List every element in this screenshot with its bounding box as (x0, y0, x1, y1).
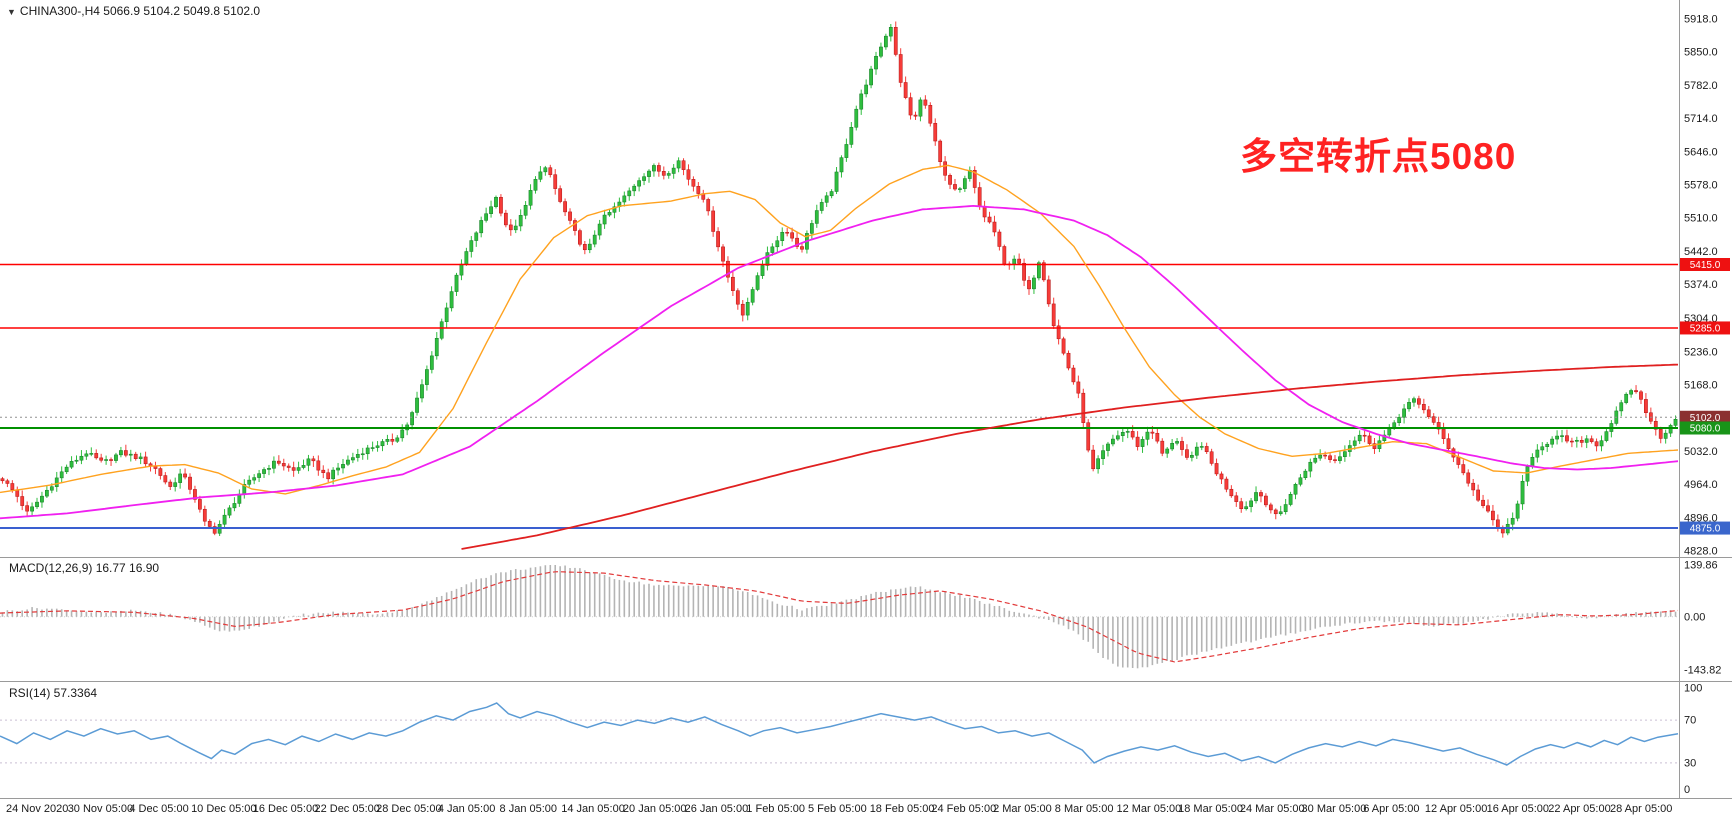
time-axis-label: 28 Apr 05:00 (1610, 803, 1672, 815)
price-tick-label: 5850.0 (1684, 47, 1718, 59)
price-line-label: 5102.0 (1690, 413, 1721, 424)
price-line-label-box (1680, 521, 1730, 535)
macd-signal-line (0, 571, 1679, 663)
symbol-ohlc-readout: ▼ CHINA300-,H4 5066.9 5104.2 5049.8 5102.… (7, 4, 260, 19)
time-axis-label: 22 Apr 05:00 (1548, 803, 1610, 815)
macd-scale-label: -143.82 (1684, 665, 1721, 677)
price-line-label: 4875.0 (1690, 524, 1721, 535)
time-axis-label: 12 Mar 05:00 (1116, 803, 1181, 815)
time-axis-label: 18 Feb 05:00 (870, 803, 935, 815)
rsi-scale-label: 100 (1684, 683, 1702, 695)
symbol-ohlc-text: CHINA300-,H4 5066.9 5104.2 5049.8 5102.0 (19, 4, 261, 18)
rsi-line (0, 702, 1679, 766)
time-axis-label: 28 Dec 05:00 (376, 803, 441, 815)
time-axis-label: 22 Dec 05:00 (314, 803, 379, 815)
price-tick-label: 5510.0 (1684, 213, 1718, 225)
time-axis-label: 8 Jan 05:00 (500, 803, 558, 815)
time-axis-label: 1 Feb 05:00 (746, 803, 805, 815)
price-line-label: 5285.0 (1690, 323, 1721, 334)
macd-scale-label: 139.86 (1684, 560, 1718, 572)
ma-slow-red (461, 363, 1679, 550)
time-axis-label: 30 Nov 05:00 (68, 803, 133, 815)
macd-indicator-label: MACD(12,26,9) 16.77 16.90 (9, 561, 160, 575)
time-axis-label: 5 Feb 05:00 (808, 803, 867, 815)
price-tick-label: 5032.0 (1684, 446, 1718, 458)
time-axis-label: 24 Mar 05:00 (1240, 803, 1305, 815)
time-axis-label: 30 Mar 05:00 (1302, 803, 1367, 815)
collapse-arrow-icon[interactable]: ▼ (7, 7, 16, 17)
price-tick-label: 5374.0 (1684, 279, 1718, 291)
time-axis-label: 14 Jan 05:00 (561, 803, 625, 815)
price-line-label-box (1680, 321, 1730, 335)
time-axis-label: 24 Nov 2020 (6, 803, 68, 815)
price-tick-label: 5918.0 (1684, 14, 1718, 26)
time-axis-label: 10 Dec 05:00 (191, 803, 256, 815)
rsi-indicator-label: RSI(14) 57.3364 (9, 686, 98, 700)
time-axis-label: 8 Mar 05:00 (1055, 803, 1114, 815)
price-line-label-box (1680, 410, 1730, 424)
price-line-label-box (1680, 421, 1730, 435)
price-tick-label: 5442.0 (1684, 246, 1718, 258)
price-line-label: 5415.0 (1690, 260, 1721, 271)
ma-mid-magenta (0, 204, 1679, 520)
time-axis-label: 16 Apr 05:00 (1487, 803, 1549, 815)
rsi-scale-label: 0 (1684, 784, 1690, 796)
time-axis-label: 20 Jan 05:00 (623, 803, 687, 815)
time-axis-label: 4 Dec 05:00 (129, 803, 188, 815)
price-tick-label: 5646.0 (1684, 146, 1718, 158)
time-axis-label: 12 Apr 05:00 (1425, 803, 1487, 815)
price-tick-label: 4964.0 (1684, 479, 1718, 491)
time-axis-label: 6 Apr 05:00 (1363, 803, 1419, 815)
time-axis-label: 2 Mar 05:00 (993, 803, 1052, 815)
time-axis-label: 16 Dec 05:00 (253, 803, 318, 815)
price-tick-label: 5782.0 (1684, 80, 1718, 92)
macd-scale-label: 0.00 (1684, 611, 1705, 623)
time-axis-label: 18 Mar 05:00 (1178, 803, 1243, 815)
annotation-text: 多空转折点5080 (1240, 136, 1517, 177)
time-axis-label: 4 Jan 05:00 (438, 803, 496, 815)
price-tick-label: 4896.0 (1684, 512, 1718, 524)
ma-fast-orange (0, 164, 1679, 495)
price-line-label: 5080.0 (1690, 424, 1721, 435)
rsi-scale-label: 70 (1684, 715, 1696, 727)
time-axis-label: 24 Feb 05:00 (931, 803, 996, 815)
price-line-label-box (1680, 258, 1730, 272)
price-tick-label: 4828.0 (1684, 546, 1718, 558)
rsi-scale-label: 30 (1684, 757, 1696, 769)
price-tick-label: 5236.0 (1684, 346, 1718, 358)
time-axis-label: 26 Jan 05:00 (685, 803, 749, 815)
price-tick-label: 5714.0 (1684, 113, 1718, 125)
price-tick-label: 5578.0 (1684, 179, 1718, 191)
price-tick-label: 5168.0 (1684, 380, 1718, 392)
